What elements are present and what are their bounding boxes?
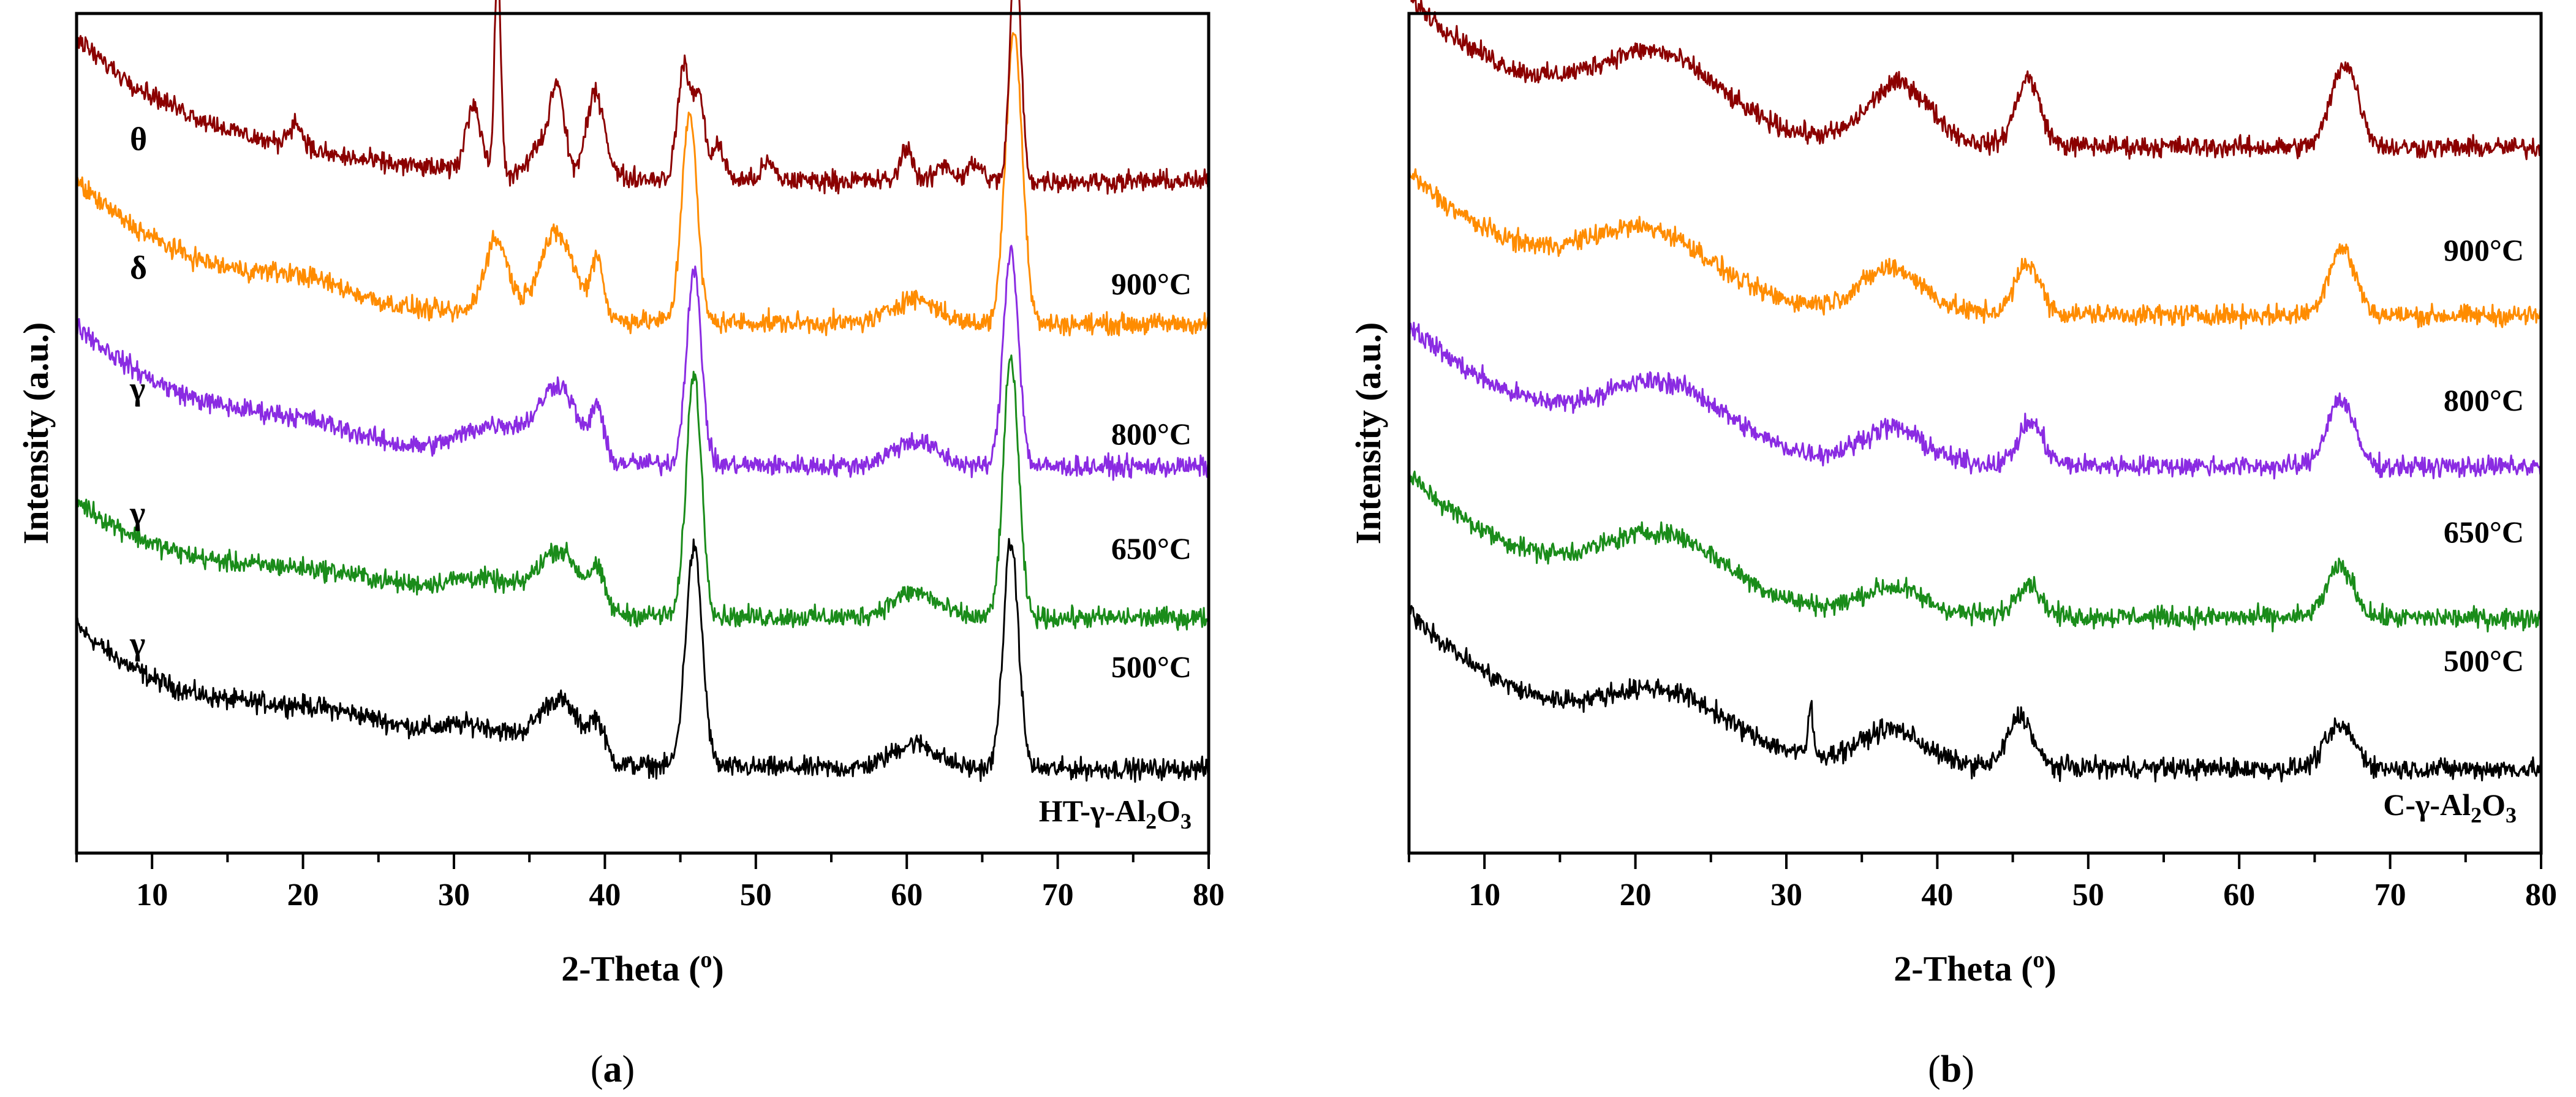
panel-a-caption-close: ) <box>622 1049 635 1090</box>
temp-label-500-b: 500°C <box>2444 643 2524 678</box>
panel-a-plot-frame <box>75 12 1211 855</box>
panel-a-caption: (a) <box>591 1049 635 1090</box>
phase-label-gamma-500: γ <box>129 495 145 531</box>
phase-label-theta: θ <box>130 121 147 158</box>
panel-b-series <box>1408 0 2542 783</box>
panel-b-plot-frame <box>1407 12 2543 855</box>
panel-a-caption-open: ( <box>591 1049 603 1090</box>
phase-label-gamma-ht: γ <box>129 625 145 662</box>
x-tick-label-a-10: 10 <box>136 878 168 913</box>
x-tick-label-b-60: 60 <box>2223 878 2255 913</box>
panel-a-xlabel-text: 2-Theta ( <box>561 949 700 989</box>
panel-b-caption-letter: b <box>1941 1049 1962 1090</box>
series-line-b-3 <box>1408 164 2542 330</box>
series-line-b-1 <box>1408 470 2542 632</box>
series-line-b-2 <box>1408 322 2542 480</box>
panel-a-xlabel-close: ) <box>712 949 723 989</box>
x-tick-label-a-40: 40 <box>589 878 621 913</box>
panel-a: 10 20 30 40 50 60 70 80 Intensity (a.u.) 2-Thet… <box>16 0 1225 1090</box>
panel-a-xlabel-degree: o <box>700 947 712 973</box>
panel-a-xlabel: 2-Theta (o) <box>561 947 723 989</box>
series-line-a-1 <box>76 354 1210 631</box>
panel-b-xlabel-degree: o <box>2033 947 2044 973</box>
panel-b-ticks: 10 20 30 40 50 60 70 80 <box>1408 853 2557 913</box>
x-tick-label-b-40: 40 <box>1921 878 1953 913</box>
sample-a-sub2: 3 <box>1180 809 1192 833</box>
temp-label-800-b: 800°C <box>2444 383 2524 417</box>
panel-b-xlabel-close: ) <box>2044 949 2056 989</box>
phase-label-delta: δ <box>130 249 147 286</box>
temp-label-900-b: 900°C <box>2444 233 2524 267</box>
sample-b-sub2: 3 <box>2506 803 2517 827</box>
x-tick-label-b-50: 50 <box>2072 878 2104 913</box>
panel-a-caption-letter: a <box>603 1049 622 1090</box>
sample-a-mid: O <box>1157 794 1180 828</box>
series-line-a-4 <box>75 0 1210 195</box>
x-tick-label-a-50: 50 <box>740 878 772 913</box>
sample-b-prefix: C-γ-Al <box>2383 788 2471 822</box>
sample-a-sub1: 2 <box>1146 809 1157 833</box>
temp-label-650-a: 650°C <box>1111 531 1192 566</box>
temp-label-650-b: 650°C <box>2444 515 2524 549</box>
x-tick-label-b-30: 30 <box>1770 878 1802 913</box>
x-tick-label-b-80: 80 <box>2525 878 2557 913</box>
sample-b-mid: O <box>2482 788 2506 822</box>
x-tick-label-b-10: 10 <box>1468 878 1500 913</box>
panel-b-caption-close: ) <box>1962 1049 1974 1090</box>
panel-a-ylabel: Intensity (a.u.) <box>16 322 56 545</box>
panel-b-xlabel-text: 2-Theta ( <box>1894 949 2033 989</box>
panel-b-caption: (b) <box>1928 1049 1974 1090</box>
x-tick-label-a-20: 20 <box>287 878 319 913</box>
series-line-a-3 <box>75 32 1210 336</box>
temp-label-900-a: 900°C <box>1111 267 1192 301</box>
panel-a-series <box>75 0 1210 783</box>
x-tick-label-a-30: 30 <box>438 878 470 913</box>
sample-b-sub1: 2 <box>2471 803 2482 827</box>
x-tick-label-a-70: 70 <box>1042 878 1074 913</box>
x-tick-label-b-70: 70 <box>2374 878 2406 913</box>
sample-a-prefix: HT-γ-Al <box>1039 794 1146 828</box>
x-tick-label-a-60: 60 <box>891 878 923 913</box>
x-tick-label-a-80: 80 <box>1193 878 1225 913</box>
panel-b-ylabel: Intensity (a.u.) <box>1348 322 1388 545</box>
sample-label-b: C-γ-Al2O3 <box>2383 788 2517 827</box>
phase-label-gamma-650: γ <box>129 370 145 407</box>
series-line-b-0 <box>1408 605 2542 783</box>
panel-b-caption-open: ( <box>1928 1049 1941 1090</box>
series-line-b-4 <box>1410 0 2542 161</box>
panel-b: 10 20 30 40 50 60 70 80 Intensity (a.u.) 2-Thet… <box>1348 0 2557 1090</box>
sample-label-a: HT-γ-Al2O3 <box>1039 794 1192 833</box>
panel-a-ticks: 10 20 30 40 50 60 70 80 <box>75 853 1225 913</box>
temp-label-800-a: 800°C <box>1111 417 1192 451</box>
series-line-a-0 <box>75 537 1210 783</box>
panel-b-xlabel: 2-Theta (o) <box>1894 947 2056 989</box>
series-line-a-2 <box>75 245 1209 481</box>
temp-label-500-a: 500°C <box>1111 650 1192 684</box>
x-tick-label-b-20: 20 <box>1620 878 1652 913</box>
